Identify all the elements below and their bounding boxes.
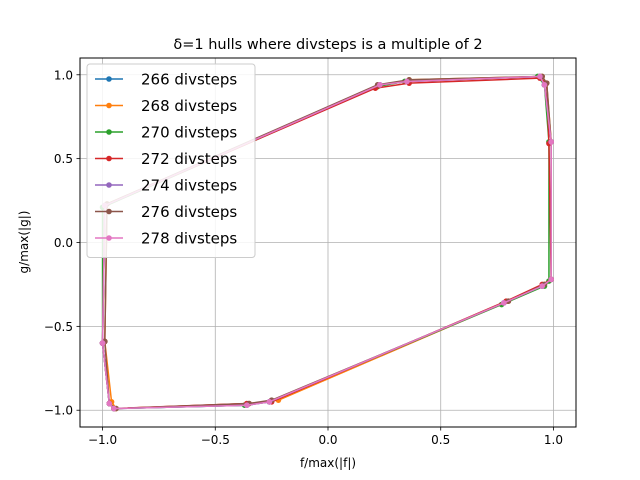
data-point [266,399,273,405]
data-point [404,78,410,85]
legend-entry: 278 divsteps [95,230,237,248]
y-tick-label: 0.0 [54,236,73,250]
data-point [541,82,548,88]
data-point [539,283,545,289]
legend-box [86,63,256,258]
series-lines [99,73,554,412]
legend-entry: 266 divsteps [95,71,237,89]
data-point [548,139,554,145]
data-point [501,300,507,306]
legend-label: 266 divsteps [141,71,237,89]
legend-entry: 276 divsteps [95,203,237,221]
legend-label: 272 divsteps [141,150,237,168]
y-axis-label: g/max(|g|) [17,211,31,274]
legend-entry: 274 divsteps [95,177,237,195]
y-tick-label: −0.5 [44,320,73,334]
x-axis-label: f/max(|f|) [300,456,356,470]
legend-entry: 270 divsteps [95,124,237,142]
legend-entry: 268 divsteps [95,97,237,115]
x-tick-label: 1.0 [544,433,563,447]
legend-label: 274 divsteps [141,177,237,195]
chart-title: δ=1 hulls where divsteps is a multiple o… [173,37,482,53]
legend-swatch-marker [106,76,112,82]
y-tick-label: −1.0 [44,404,73,418]
data-point [111,405,117,412]
x-tick-label: −0.5 [201,433,230,447]
legend-swatch-marker [106,208,112,215]
data-point [106,400,113,407]
y-tick-label: 1.0 [54,68,73,82]
data-point [99,340,106,346]
x-tick-label: −1.0 [88,433,117,447]
data-point [548,276,554,283]
legend-swatch-marker [106,155,112,162]
legend-swatch-marker [106,102,112,109]
x-tick-label: 0.0 [318,433,337,447]
legend-entry: 272 divsteps [95,150,237,168]
legend-label: 276 divsteps [141,203,237,221]
axis-ticks: −1.0 −0.5 0.0 0.5 1.0 −1.0 −0.5 0.0 0.5 1.0 [44,68,563,447]
legend: 266 divsteps 268 divsteps 270 divsteps 272 … [86,63,256,258]
legend-label: 268 divsteps [141,97,237,115]
legend-swatch-marker [106,129,112,135]
data-point [377,82,383,88]
data-point [537,73,543,80]
series-6 [99,73,554,412]
data-point [244,402,250,408]
y-tick-label: 0.5 [54,152,73,166]
legend-label: 278 divsteps [141,230,237,248]
legend-label: 270 divsteps [141,124,237,142]
legend-swatch-marker [106,182,112,188]
legend-swatch-marker [106,235,112,241]
x-tick-label: 0.5 [431,433,450,447]
